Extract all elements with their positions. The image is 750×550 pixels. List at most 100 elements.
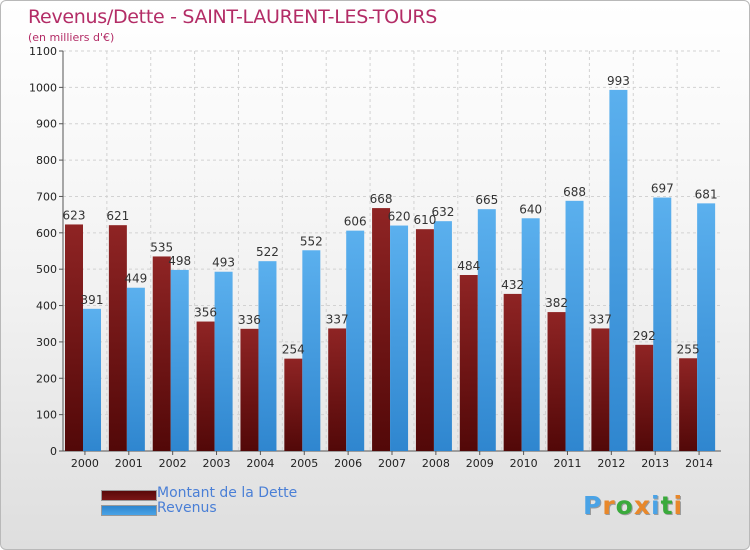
data-label-dette: 255: [677, 342, 700, 356]
legend-swatch-revenus: [101, 505, 157, 516]
data-label-revenus: 522: [256, 245, 279, 259]
data-label-dette: 337: [589, 312, 612, 326]
y-tick-label: 200: [36, 372, 57, 385]
bars: [65, 89, 716, 451]
bar-revenus: [653, 197, 672, 451]
x-tick-label: 2002: [159, 457, 187, 470]
x-tick-label: 2011: [553, 457, 581, 470]
data-label-dette: 292: [633, 329, 656, 343]
data-label-dette: 610: [413, 213, 436, 227]
y-tick-label: 800: [36, 154, 57, 167]
bar-dette: [65, 224, 83, 451]
bar-dette: [591, 328, 610, 451]
bar-dette: [415, 229, 434, 451]
bar-dette: [547, 312, 566, 451]
data-label-dette: 356: [194, 306, 217, 320]
data-label-dette: 432: [501, 278, 524, 292]
x-tick-label: 2013: [641, 457, 669, 470]
y-tick-label: 400: [36, 300, 57, 313]
data-label-revenus: 391: [81, 293, 104, 307]
legend-swatch-dette: [101, 490, 157, 501]
proxiti-logo: Proxiti: [583, 491, 683, 520]
bar-dette: [635, 344, 654, 451]
data-label-revenus: 498: [168, 254, 191, 268]
bar-revenus: [433, 221, 452, 451]
x-tick-label: 2000: [71, 457, 99, 470]
y-tick-label: 100: [36, 409, 57, 422]
data-label-dette: 382: [545, 296, 568, 310]
data-label-dette: 668: [370, 192, 393, 206]
data-label-revenus: 697: [651, 182, 674, 196]
bar-revenus: [565, 200, 584, 451]
bar-dette: [196, 321, 215, 451]
x-tick-label: 2007: [378, 457, 406, 470]
bar-revenus: [477, 209, 496, 451]
bar-revenus: [214, 271, 233, 451]
y-tick-label: 700: [36, 190, 57, 203]
data-label-dette: 535: [150, 240, 173, 254]
data-label-revenus: 681: [695, 187, 718, 201]
data-label-revenus: 640: [519, 202, 542, 216]
x-tick-label: 2012: [597, 457, 625, 470]
bar-dette: [503, 293, 522, 451]
data-label-dette: 621: [106, 209, 129, 223]
logo-letter: i: [673, 491, 684, 520]
legend-label-dette: Montant de la Dette: [157, 485, 298, 501]
data-label-revenus: 552: [300, 234, 323, 248]
logo-letter: o: [615, 491, 634, 520]
bar-revenus: [697, 203, 716, 451]
x-tick-label: 2006: [334, 457, 362, 470]
bar-revenus: [302, 250, 321, 451]
logo-letter: t: [660, 491, 674, 520]
bar-revenus: [258, 261, 277, 451]
y-tick-label: 600: [36, 227, 57, 240]
x-tick-label: 2010: [510, 457, 538, 470]
x-tick-label: 2009: [466, 457, 494, 470]
axes: 0 100 200 300 400 500 600 700 800 900 1000 1100 2000…: [29, 45, 721, 470]
data-label-dette: 337: [326, 312, 349, 326]
legend-label-revenus: Revenus: [157, 500, 217, 516]
bar-dette: [459, 275, 478, 451]
bar-revenus: [170, 269, 189, 451]
data-label-revenus: 449: [124, 272, 147, 286]
bar-dette: [152, 256, 171, 451]
bar-dette: [284, 358, 303, 451]
logo-letter: i: [651, 491, 661, 520]
data-label-revenus: 688: [563, 185, 586, 199]
bar-revenus: [521, 218, 540, 451]
logo-letter: P: [583, 491, 603, 520]
bar-revenus: [609, 89, 628, 451]
x-tick-label: 2003: [203, 457, 231, 470]
x-tick-label: 2014: [685, 457, 713, 470]
y-tick-label: 900: [36, 118, 57, 131]
y-tick-label: 300: [36, 336, 57, 349]
y-tick-label: 1100: [29, 45, 57, 58]
data-label-dette: 623: [63, 208, 86, 222]
data-label-revenus: 620: [388, 210, 411, 224]
y-tick-label: 0: [50, 445, 57, 458]
bar-dette: [240, 328, 259, 451]
logo-letter: r: [602, 491, 616, 520]
bar-dette: [372, 208, 391, 451]
data-label-revenus: 493: [212, 256, 235, 270]
bar-revenus: [390, 225, 409, 451]
data-label-revenus: 665: [475, 193, 498, 207]
data-label-dette: 484: [457, 259, 480, 273]
chart-subtitle: (en milliers d'€): [28, 31, 115, 44]
x-tick-label: 2004: [246, 457, 274, 470]
bar-dette: [679, 358, 698, 451]
data-label-revenus: 606: [344, 215, 367, 229]
bar-revenus: [126, 287, 145, 451]
data-label-dette: 254: [282, 343, 305, 357]
bar-revenus: [83, 308, 101, 451]
data-label-revenus: 993: [607, 74, 630, 88]
bar-dette: [328, 328, 347, 451]
y-tick-label: 500: [36, 263, 57, 276]
x-tick-label: 2005: [290, 457, 318, 470]
chart-title: Revenus/Dette - SAINT-LAURENT-LES-TOURS: [28, 6, 438, 28]
bar-dette: [108, 225, 127, 451]
x-tick-label: 2008: [422, 457, 450, 470]
